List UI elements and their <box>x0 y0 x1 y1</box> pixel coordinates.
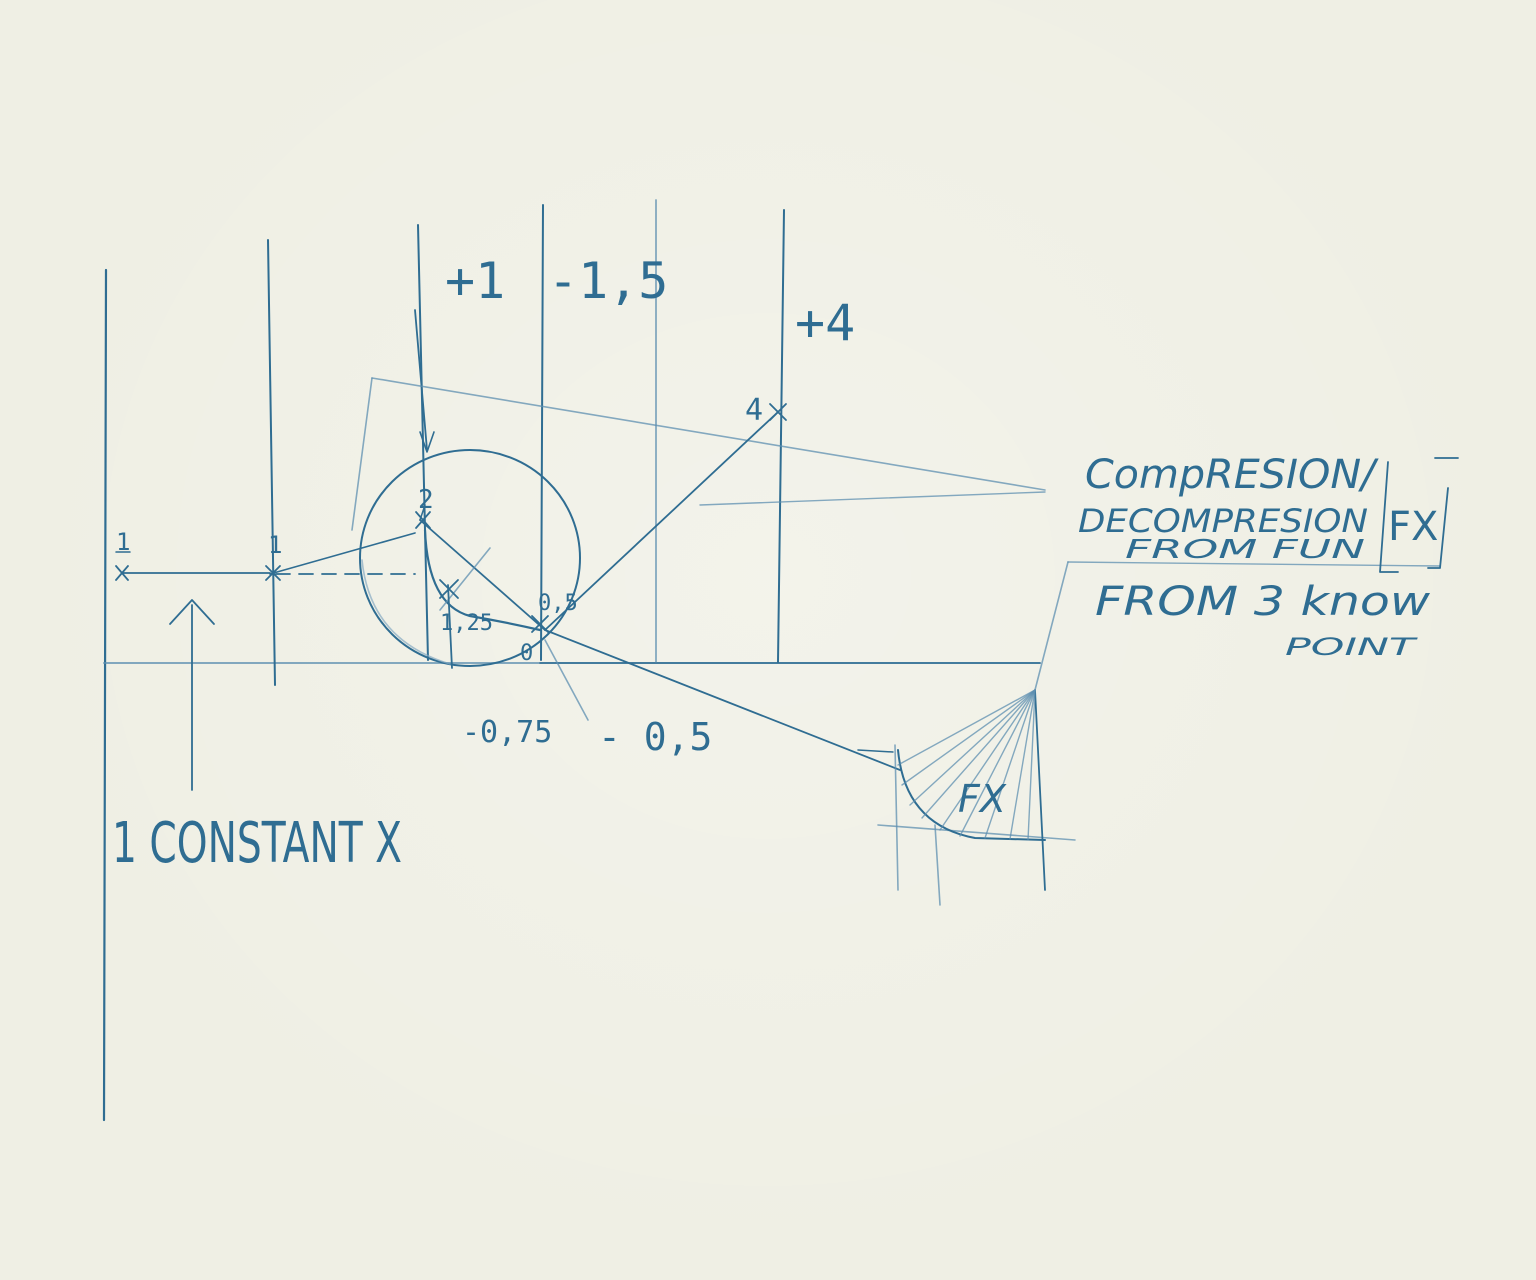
fan-line <box>909 689 1036 806</box>
label-one-mid: 1 <box>268 531 282 559</box>
up-arrow-icon <box>169 599 215 625</box>
x-marker-point-two-five <box>439 579 459 599</box>
fan-line <box>939 689 1036 831</box>
x-marker-mid <box>265 565 281 581</box>
cross-chord <box>439 547 491 611</box>
label-point-two-five: 1,25 <box>440 611 493 636</box>
vertical-axis-line <box>102 268 108 1122</box>
diagonal-chord <box>419 519 546 631</box>
fan-line <box>984 689 1036 839</box>
vertical-guides <box>267 199 785 686</box>
label-underline <box>1067 561 1441 567</box>
fitted-curve <box>423 528 542 632</box>
guide-line-minus-one-five <box>540 204 544 661</box>
label-constant: 1 CONSTANT X <box>112 811 402 876</box>
arrow-down-icon <box>419 431 435 453</box>
label-zero: 0 <box>520 641 533 666</box>
labels: +1 -1,5 +4 4 1 1 2 1,25 0,5 0 -0,75 - 0,… <box>112 252 1438 876</box>
tick-minus-half <box>544 639 589 721</box>
graph-right-axis <box>1034 689 1046 891</box>
label-point: POINT <box>1285 633 1419 661</box>
line-to-four <box>544 411 779 631</box>
x-marker-four <box>769 403 787 421</box>
label-from-fun: FROM FUN <box>1125 535 1365 565</box>
fan-line <box>897 689 1036 766</box>
label-minus-one-five: -1,5 <box>548 252 668 310</box>
x-marker-two <box>415 511 431 529</box>
graph-top-tick <box>857 749 894 753</box>
box-left-bracket <box>1379 461 1399 573</box>
line-left-edge <box>351 377 373 531</box>
label-two: 2 <box>418 485 434 515</box>
left-connections <box>115 532 416 791</box>
graph-left-axis <box>894 744 899 891</box>
label-minus-point-seven-five: -0,75 <box>462 715 552 750</box>
label-fx-graph: FX <box>958 777 1007 821</box>
label-from-three-know: FROM 3 know <box>1095 579 1430 625</box>
guide-line-1 <box>267 239 276 686</box>
graph-mid-tick <box>934 824 941 906</box>
label-one-left: 1 <box>116 528 130 556</box>
label-plus-four: +4 <box>795 294 855 352</box>
label-compression: CompRESION/ <box>1085 452 1380 498</box>
arrow-shaft <box>414 309 428 451</box>
label-plus-one: +1 <box>445 252 505 310</box>
box-right-bracket <box>1427 457 1459 569</box>
line-top-to-label <box>371 377 1046 491</box>
label-fx-box: FX <box>1388 504 1438 550</box>
label-point-five: 0,5 <box>538 591 578 616</box>
line-mid-to-label <box>699 491 1046 506</box>
connecting-lines <box>351 377 1441 771</box>
line-graph-to-label <box>1034 561 1069 691</box>
fan-line <box>1009 689 1036 840</box>
label-minus-point-five: - 0,5 <box>598 715 712 759</box>
fan-line <box>921 689 1036 819</box>
label-four: 4 <box>745 393 763 428</box>
short-vertical <box>447 584 453 669</box>
circle-construction <box>359 309 581 669</box>
link-line <box>269 532 416 575</box>
x-marker-left <box>115 565 129 581</box>
guide-line-plus-four <box>777 209 785 663</box>
label-decompression: DECOMPRESION <box>1078 502 1368 540</box>
line-to-graph <box>544 629 901 771</box>
fan-line <box>959 689 1036 837</box>
fx-graph <box>857 689 1076 906</box>
axes <box>102 268 1041 1122</box>
fan-line <box>901 689 1036 786</box>
fx-box <box>1379 457 1459 573</box>
circle-shadow-arc <box>361 559 451 665</box>
fan-line <box>1027 689 1036 841</box>
construction-circle <box>359 449 581 667</box>
graph-curve <box>897 749 1046 841</box>
